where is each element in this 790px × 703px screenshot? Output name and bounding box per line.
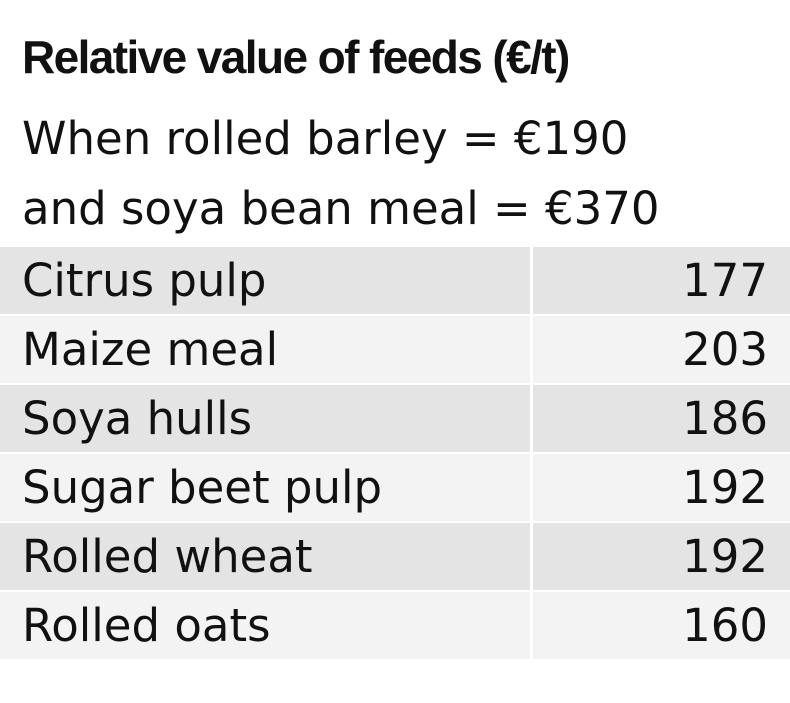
feed-name: Rolled oats <box>0 592 533 659</box>
title: Relative value of feeds (€/t) <box>22 31 570 83</box>
table-row: Citrus pulp 177 <box>0 247 790 316</box>
subtitle: and soya bean meal = €370 <box>22 182 660 235</box>
feed-name: Maize meal <box>0 316 533 383</box>
feed-value: 160 <box>682 599 768 652</box>
feed-name: Soya hulls <box>0 385 533 452</box>
feed-value: 192 <box>682 530 768 583</box>
table-row: Sugar beet pulp 192 <box>0 454 790 523</box>
table-row: Soya hulls 186 <box>0 385 790 454</box>
table-row: Rolled wheat 192 <box>0 523 790 592</box>
feed-name: Rolled wheat <box>0 523 533 590</box>
table: Citrus pulp 177 Maize meal 203 Soya hulls 186… <box>0 247 790 661</box>
feed-value: 177 <box>682 254 768 307</box>
feed-name: Citrus pulp <box>0 247 533 314</box>
table-row: Maize meal 203 <box>0 316 790 385</box>
feed-value: 186 <box>682 392 768 445</box>
feed-value: 203 <box>682 323 768 376</box>
feed-name: Sugar beet pulp <box>0 454 533 521</box>
subtitle: When rolled barley = €190 <box>22 112 629 165</box>
table-row: Rolled oats 160 <box>0 592 790 661</box>
feed-value: 192 <box>682 461 768 514</box>
